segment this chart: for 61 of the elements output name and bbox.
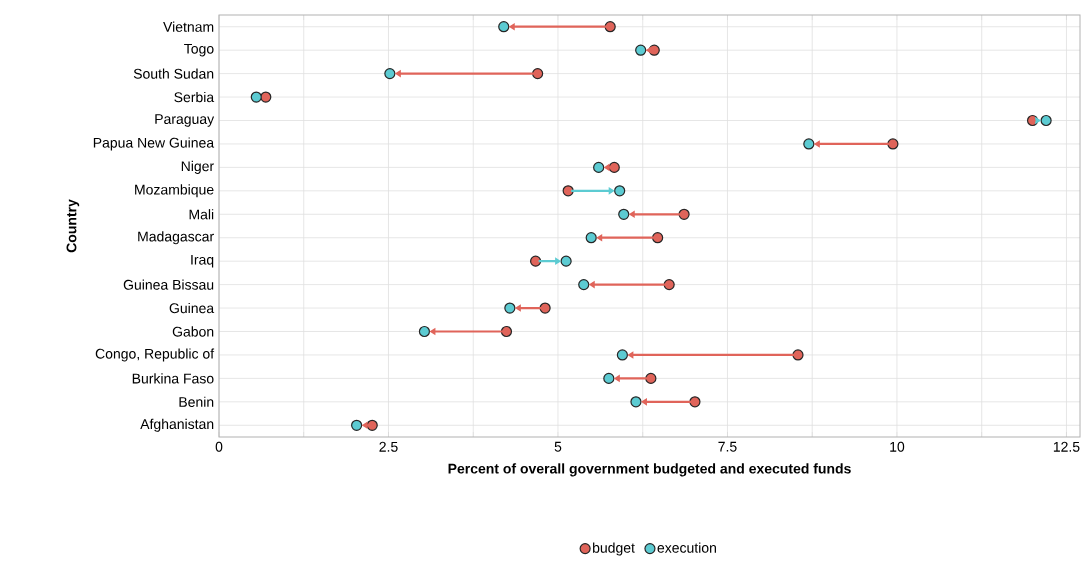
x-axis-title: Percent of overall government budgeted and executed funds	[448, 463, 851, 477]
y-tick-label: Afghanistan	[140, 418, 214, 432]
x-tick-label: 12.5	[1053, 441, 1080, 452]
point	[792, 349, 804, 361]
y-tick-label: Vietnam	[163, 21, 214, 32]
point	[500, 325, 513, 338]
y-tick-label: Papua New Guinea	[93, 137, 215, 151]
point	[562, 185, 574, 197]
y-tick-label: Guinea Bissau	[123, 279, 214, 290]
y-tick-label: Mali	[189, 209, 214, 220]
point	[678, 208, 690, 220]
point	[803, 138, 815, 150]
point	[614, 185, 626, 197]
point	[384, 68, 396, 80]
point	[645, 372, 657, 384]
point	[539, 302, 551, 314]
point	[652, 232, 664, 244]
legend-label: execution	[657, 542, 716, 553]
y-tick-label: Guinea	[169, 302, 215, 314]
point	[630, 396, 642, 408]
point	[250, 91, 262, 103]
y-tick-label: Mozambique	[135, 184, 214, 198]
y-tick-label: Togo	[184, 43, 214, 57]
point	[635, 44, 647, 56]
x-tick-label: 2.5	[379, 441, 398, 452]
point	[887, 138, 899, 150]
point	[532, 68, 544, 80]
x-tick-label: 7.5	[718, 441, 737, 452]
point	[366, 419, 378, 431]
point	[578, 279, 590, 291]
point	[663, 279, 675, 291]
point	[418, 325, 431, 338]
point	[504, 302, 516, 314]
point	[689, 396, 701, 408]
point	[585, 232, 597, 244]
point	[593, 161, 605, 173]
y-axis-title: Country	[66, 199, 80, 253]
point	[1040, 114, 1052, 127]
point	[498, 21, 510, 33]
y-tick-label: South Sudan	[133, 68, 214, 79]
point	[604, 21, 616, 33]
y-tick-label: Niger	[181, 160, 214, 174]
y-tick-label: Madagascar	[138, 231, 214, 245]
point	[560, 255, 572, 267]
point	[603, 372, 615, 384]
point	[616, 349, 628, 361]
y-tick-label: Paraguay	[155, 114, 215, 127]
x-tick-label: 10	[890, 441, 905, 452]
point	[530, 255, 542, 267]
y-tick-label: Burkina Faso	[132, 373, 214, 384]
legend-label: budget	[593, 542, 635, 556]
point	[351, 419, 363, 431]
point	[608, 161, 620, 173]
point	[618, 208, 630, 220]
x-tick-label: 5	[554, 441, 562, 452]
x-tick-label: 0	[215, 441, 223, 452]
y-tick-label: Iraq	[191, 254, 214, 268]
y-tick-label: Serbia	[174, 91, 215, 103]
y-tick-label: Congo, Republic of	[95, 348, 215, 362]
y-tick-label: Benin	[179, 396, 214, 407]
y-tick-label: Gabon	[172, 326, 214, 337]
